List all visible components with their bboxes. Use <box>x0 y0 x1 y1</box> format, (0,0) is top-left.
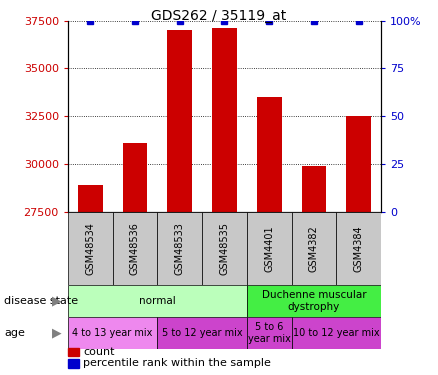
Bar <box>292 212 336 285</box>
Bar <box>247 317 292 349</box>
Bar <box>113 212 157 285</box>
Bar <box>68 317 157 349</box>
Text: count: count <box>83 347 115 357</box>
Bar <box>78 185 102 212</box>
Bar <box>68 285 247 317</box>
Bar <box>68 348 79 356</box>
Text: GSM48536: GSM48536 <box>130 222 140 275</box>
Bar <box>157 317 247 349</box>
Bar <box>167 30 192 212</box>
Bar <box>202 212 247 285</box>
Bar <box>68 359 79 368</box>
Text: GSM48535: GSM48535 <box>219 222 230 275</box>
Text: percentile rank within the sample: percentile rank within the sample <box>83 358 271 368</box>
Bar <box>212 28 237 212</box>
Bar <box>247 212 292 285</box>
Text: GSM4384: GSM4384 <box>354 225 364 272</box>
Bar <box>68 212 113 285</box>
Bar <box>336 212 381 285</box>
Text: Duchenne muscular
dystrophy: Duchenne muscular dystrophy <box>261 290 366 312</box>
Bar <box>302 166 326 212</box>
Text: 4 to 13 year mix: 4 to 13 year mix <box>72 328 153 338</box>
Bar <box>157 212 202 285</box>
Text: GDS262 / 35119_at: GDS262 / 35119_at <box>152 9 286 23</box>
Bar <box>247 285 381 317</box>
Text: 10 to 12 year mix: 10 to 12 year mix <box>293 328 380 338</box>
Bar <box>257 97 282 212</box>
Bar <box>123 143 147 212</box>
Text: normal: normal <box>139 296 176 306</box>
Text: ▶: ▶ <box>52 326 62 339</box>
Text: 5 to 6
year mix: 5 to 6 year mix <box>248 322 291 344</box>
Bar <box>292 317 381 349</box>
Text: GSM48534: GSM48534 <box>85 222 95 275</box>
Text: GSM4382: GSM4382 <box>309 225 319 272</box>
Text: GSM4401: GSM4401 <box>264 225 274 272</box>
Text: 5 to 12 year mix: 5 to 12 year mix <box>162 328 242 338</box>
Bar <box>346 116 371 212</box>
Text: ▶: ▶ <box>52 294 62 307</box>
Text: GSM48533: GSM48533 <box>175 222 185 275</box>
Text: age: age <box>4 328 25 338</box>
Text: disease state: disease state <box>4 296 78 306</box>
